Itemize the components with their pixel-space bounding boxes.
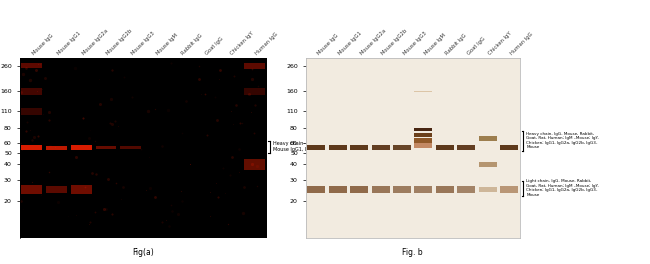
- Bar: [46, 146, 67, 150]
- Bar: [46, 186, 67, 192]
- Text: Chicken IgY: Chicken IgY: [229, 31, 255, 56]
- Bar: [415, 133, 432, 137]
- Bar: [458, 186, 475, 192]
- Bar: [21, 185, 42, 194]
- Text: Heavy chain- IgG- Mouse, Rabbit,
Goat, Rat, Human; IgM –Mouse; IgY-
Chicken; IgG: Heavy chain- IgG- Mouse, Rabbit, Goat, R…: [526, 131, 599, 149]
- Bar: [458, 145, 475, 150]
- Text: Goat IgG: Goat IgG: [467, 36, 486, 56]
- Bar: [415, 91, 432, 92]
- Bar: [393, 186, 411, 192]
- Text: Mouse IgG2a: Mouse IgG2a: [359, 29, 387, 56]
- Bar: [71, 185, 92, 194]
- Text: Mouse IgG1: Mouse IgG1: [338, 31, 363, 56]
- Bar: [415, 186, 432, 192]
- Bar: [415, 143, 432, 148]
- Bar: [479, 187, 497, 192]
- Text: Human IgG: Human IgG: [254, 32, 279, 56]
- Bar: [436, 145, 454, 150]
- Text: Fig(a): Fig(a): [132, 248, 154, 257]
- Bar: [244, 159, 265, 170]
- Bar: [415, 128, 432, 131]
- Bar: [350, 186, 368, 193]
- Bar: [96, 146, 116, 149]
- Text: Rabbit IgG: Rabbit IgG: [445, 33, 468, 56]
- Text: Mouse IgG3: Mouse IgG3: [131, 31, 156, 56]
- Bar: [21, 88, 42, 95]
- Bar: [307, 145, 325, 150]
- Text: Mouse IgG2b: Mouse IgG2b: [381, 29, 408, 56]
- Text: Heavy chain- IgG-
Mouse IgG1, IgG2a: Heavy chain- IgG- Mouse IgG1, IgG2a: [273, 141, 319, 152]
- Text: Human IgG: Human IgG: [510, 32, 534, 56]
- Bar: [500, 186, 518, 192]
- Text: Chicken IgY: Chicken IgY: [488, 31, 513, 56]
- Bar: [120, 146, 141, 149]
- Bar: [329, 186, 346, 193]
- Text: Fig. b: Fig. b: [402, 248, 423, 257]
- Bar: [21, 107, 42, 115]
- Bar: [329, 145, 346, 150]
- Text: Goat IgG: Goat IgG: [205, 36, 224, 56]
- Bar: [350, 145, 368, 150]
- Bar: [244, 88, 265, 95]
- Text: Mouse IgG2b: Mouse IgG2b: [106, 29, 134, 56]
- Bar: [393, 145, 411, 150]
- Text: Mouse IgG3: Mouse IgG3: [402, 31, 427, 56]
- Bar: [479, 162, 497, 167]
- Bar: [500, 145, 518, 150]
- Bar: [415, 138, 432, 143]
- Text: Light chain- IgG- Mouse, Rabbit,
Goat, Rat, Human; IgM –Mouse; IgY-
Chicken; IgG: Light chain- IgG- Mouse, Rabbit, Goat, R…: [526, 179, 599, 197]
- Bar: [307, 186, 325, 193]
- Bar: [436, 186, 454, 193]
- Bar: [372, 145, 389, 150]
- Text: Mouse IgG: Mouse IgG: [317, 33, 339, 56]
- Text: Mouse IgG: Mouse IgG: [32, 33, 55, 56]
- Bar: [244, 63, 265, 69]
- Text: Mouse IgM: Mouse IgM: [155, 33, 179, 56]
- Text: Mouse IgG2a: Mouse IgG2a: [81, 29, 109, 56]
- Bar: [71, 145, 92, 150]
- Text: Rabbit IgG: Rabbit IgG: [180, 33, 203, 56]
- Text: Mouse IgM: Mouse IgM: [424, 33, 447, 56]
- Bar: [479, 136, 497, 141]
- Bar: [21, 63, 42, 68]
- Text: Mouse IgG1: Mouse IgG1: [57, 31, 82, 56]
- Bar: [21, 145, 42, 150]
- Bar: [372, 186, 389, 192]
